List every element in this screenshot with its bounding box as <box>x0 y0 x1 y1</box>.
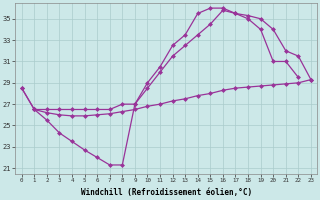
X-axis label: Windchill (Refroidissement éolien,°C): Windchill (Refroidissement éolien,°C) <box>81 188 252 197</box>
